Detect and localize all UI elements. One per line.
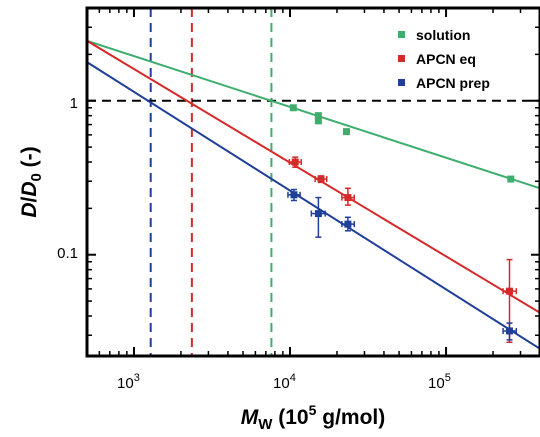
legend-swatch-solution — [398, 31, 405, 38]
point-apcn-prep-0 — [287, 188, 301, 202]
marker-solution-1 — [314, 112, 322, 120]
marker-apcn-eq-2 — [344, 194, 352, 202]
x-axis-ticks — [86, 8, 540, 356]
marker-apcn-prep-1 — [314, 210, 322, 218]
point-apcn-prep-1 — [310, 196, 326, 238]
marker-apcn-eq-3 — [505, 287, 513, 295]
y-tick-label-0.1: 0.1 — [57, 245, 78, 262]
point-solution-3 — [342, 128, 350, 136]
x-axis-title: MW (105 g/mol) — [241, 402, 385, 433]
marker-solution-4 — [507, 175, 515, 183]
y-axis-title: D/D0 (-) — [18, 146, 45, 217]
x-tick-label-100000: 105 — [428, 372, 451, 392]
point-apcn-eq-0 — [288, 156, 302, 168]
marker-apcn-prep-2 — [344, 220, 352, 228]
plot-frame — [85, 6, 540, 358]
fit-line-solution — [87, 39, 540, 190]
fit-line-apcn-eq — [87, 39, 540, 314]
data-points — [287, 104, 518, 344]
legend-swatch-apcn-eq — [398, 55, 405, 62]
marker-solution-3 — [342, 128, 350, 136]
marker-apcn-prep-3 — [505, 327, 513, 335]
x-tick-label-1000: 103 — [117, 372, 140, 392]
marker-solution-2 — [314, 117, 322, 125]
legend-label-solution: solution — [416, 27, 470, 43]
y-tick-label-1: 1 — [70, 95, 78, 112]
fit-lines — [87, 39, 540, 350]
point-solution-2 — [314, 117, 322, 125]
marker-apcn-eq-1 — [317, 175, 325, 183]
point-apcn-prep-2 — [341, 216, 355, 232]
legend-label-apcn-eq: APCN eq — [416, 51, 476, 67]
marker-apcn-eq-0 — [291, 158, 299, 166]
threshold-lines — [149, 8, 273, 356]
y-axis-ticks — [87, 7, 540, 337]
point-apcn-eq-1 — [314, 175, 328, 184]
x-tick-label-10000: 104 — [273, 372, 296, 392]
point-solution-0 — [289, 104, 297, 112]
marker-solution-0 — [289, 104, 297, 112]
marker-apcn-prep-0 — [290, 191, 298, 199]
point-apcn-eq-2 — [341, 187, 355, 206]
fit-line-apcn-prep — [87, 61, 540, 350]
legend-label-apcn-prep: APCN prep — [416, 75, 490, 91]
point-apcn-prep-3 — [502, 322, 518, 341]
point-solution-4 — [507, 175, 515, 183]
legend-swatch-apcn-prep — [398, 79, 405, 86]
legend: solution APCN eq APCN prep — [398, 27, 490, 91]
